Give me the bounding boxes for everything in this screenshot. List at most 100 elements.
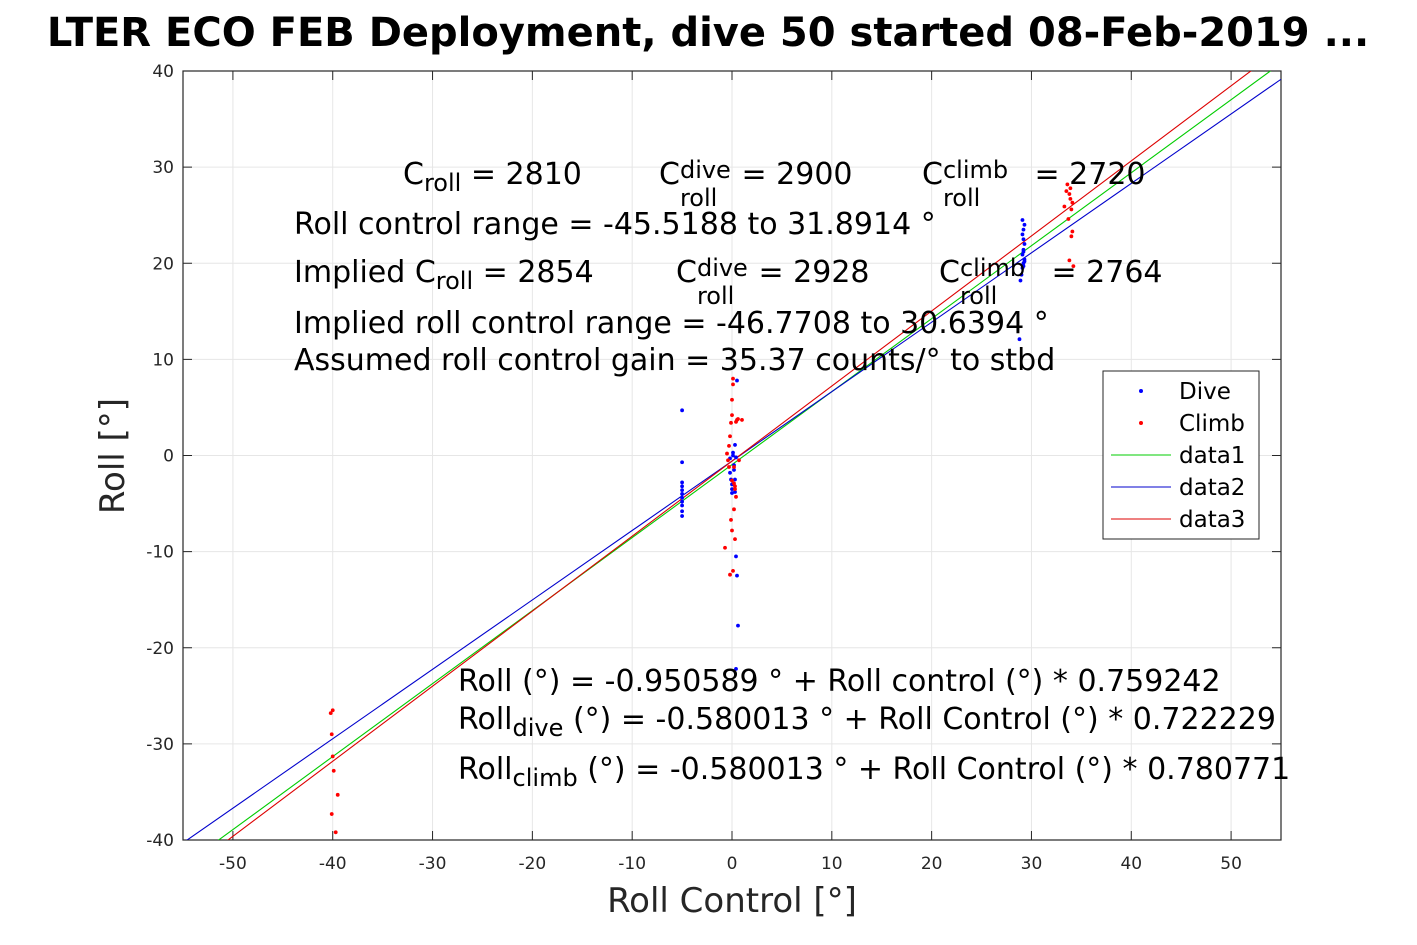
fit-lines	[186, 71, 1281, 840]
point-climb	[729, 518, 733, 522]
point-dive	[1021, 264, 1026, 269]
point-dive	[733, 490, 737, 494]
point-climb	[335, 792, 340, 797]
point-dive	[734, 554, 738, 559]
point-climb	[734, 494, 738, 499]
y-tick-label: 0	[163, 447, 174, 467]
point-dive	[735, 378, 739, 383]
y-tick-label: 40	[152, 62, 174, 82]
x-axis-label: Roll Control [°]	[607, 881, 857, 921]
point-climb	[733, 537, 737, 542]
data-points	[328, 182, 1076, 835]
point-climb	[725, 451, 729, 456]
point-climb	[726, 458, 730, 463]
fit-line-data1	[217, 71, 1272, 840]
point-dive	[736, 623, 740, 628]
point-dive	[1018, 278, 1023, 283]
y-tick-label: -20	[146, 639, 174, 659]
equation-roll: Roll (°) = -0.950589 ° + Roll control (°…	[458, 664, 1221, 699]
point-dive	[1021, 237, 1026, 242]
x-tick-label: -10	[618, 854, 646, 874]
point-climb	[1070, 200, 1075, 205]
fit-line-data3	[227, 71, 1252, 840]
point-dive	[730, 487, 734, 492]
point-dive	[680, 408, 684, 413]
x-tick-label: -50	[219, 854, 247, 874]
x-tick-label: 20	[921, 854, 943, 874]
point-climb	[333, 830, 338, 835]
legend-marker-dive	[1139, 389, 1143, 393]
point-climb	[732, 465, 736, 469]
point-climb	[729, 420, 733, 425]
point-dive	[1020, 232, 1025, 237]
point-climb	[730, 478, 734, 483]
point-dive	[680, 499, 684, 504]
point-climb	[732, 507, 736, 512]
c-roll-line: Croll = 2810	[403, 157, 582, 197]
point-dive	[1019, 272, 1024, 277]
point-dive	[733, 477, 737, 482]
legend-label: data1	[1179, 443, 1245, 469]
point-dive	[680, 514, 684, 518]
point-climb	[731, 382, 735, 387]
point-climb	[732, 481, 736, 486]
point-dive	[730, 491, 734, 495]
point-climb	[736, 417, 740, 421]
point-climb	[730, 528, 734, 533]
legend-label: data2	[1179, 475, 1245, 501]
axis-ticks: -50 -40 -30 -20 -10 0 10 20 30 40 50 -40 -30 -20 -10 0 1…	[146, 62, 1281, 874]
point-climb	[1065, 182, 1070, 187]
y-tick-label: 20	[152, 254, 174, 274]
point-climb	[1067, 192, 1072, 196]
point-climb	[733, 487, 737, 492]
point-climb	[727, 443, 731, 448]
y-tick-label: -40	[146, 831, 174, 851]
point-climb	[328, 711, 333, 716]
point-climb	[1070, 229, 1075, 234]
point-climb	[330, 754, 335, 759]
point-climb	[737, 458, 741, 463]
point-dive	[731, 453, 735, 458]
point-dive	[680, 488, 684, 493]
point-climb	[740, 418, 744, 422]
legend-marker-climb	[1139, 421, 1143, 425]
assumed-gain: Assumed roll control gain = 35.37 counts…	[294, 343, 1056, 378]
x-tick-label: -40	[319, 854, 347, 874]
point-dive	[734, 455, 738, 460]
legend: Dive Climb data1 data2 data3	[1102, 370, 1260, 540]
point-dive	[680, 484, 684, 489]
point-climb	[730, 397, 734, 402]
point-climb	[1064, 189, 1069, 194]
legend-label: Dive	[1179, 379, 1231, 405]
equation-roll-dive: Rolldive (°) = -0.580013 ° + Roll Contro…	[458, 702, 1276, 742]
point-climb	[1068, 186, 1073, 191]
point-climb	[733, 484, 737, 489]
x-tick-label: 0	[727, 854, 738, 874]
point-climb	[1067, 258, 1072, 263]
roll-control-range: Roll control range = -45.5188 to 31.8914…	[294, 207, 936, 242]
point-climb	[731, 376, 735, 381]
point-dive	[1021, 227, 1026, 232]
point-dive	[1021, 249, 1026, 254]
point-dive	[735, 573, 739, 578]
point-dive	[1020, 252, 1025, 257]
x-tick-label: 50	[1220, 854, 1242, 874]
point-climb	[331, 768, 336, 773]
point-dive	[731, 450, 735, 455]
point-climb	[1071, 264, 1076, 269]
point-dive	[680, 509, 684, 514]
point-climb	[728, 572, 732, 577]
point-dive	[734, 666, 738, 671]
point-climb	[1069, 234, 1074, 239]
point-climb	[728, 434, 732, 439]
point-dive	[1022, 259, 1027, 264]
y-tick-label: -30	[146, 735, 174, 755]
point-dive	[1022, 222, 1027, 227]
y-tick-label: 30	[152, 158, 174, 178]
x-tick-label: -20	[518, 854, 546, 874]
point-climb	[1066, 217, 1071, 221]
equation-roll-climb: Rollclimb (°) = -0.580013 ° + Roll Contr…	[458, 752, 1291, 792]
point-dive	[680, 503, 684, 508]
